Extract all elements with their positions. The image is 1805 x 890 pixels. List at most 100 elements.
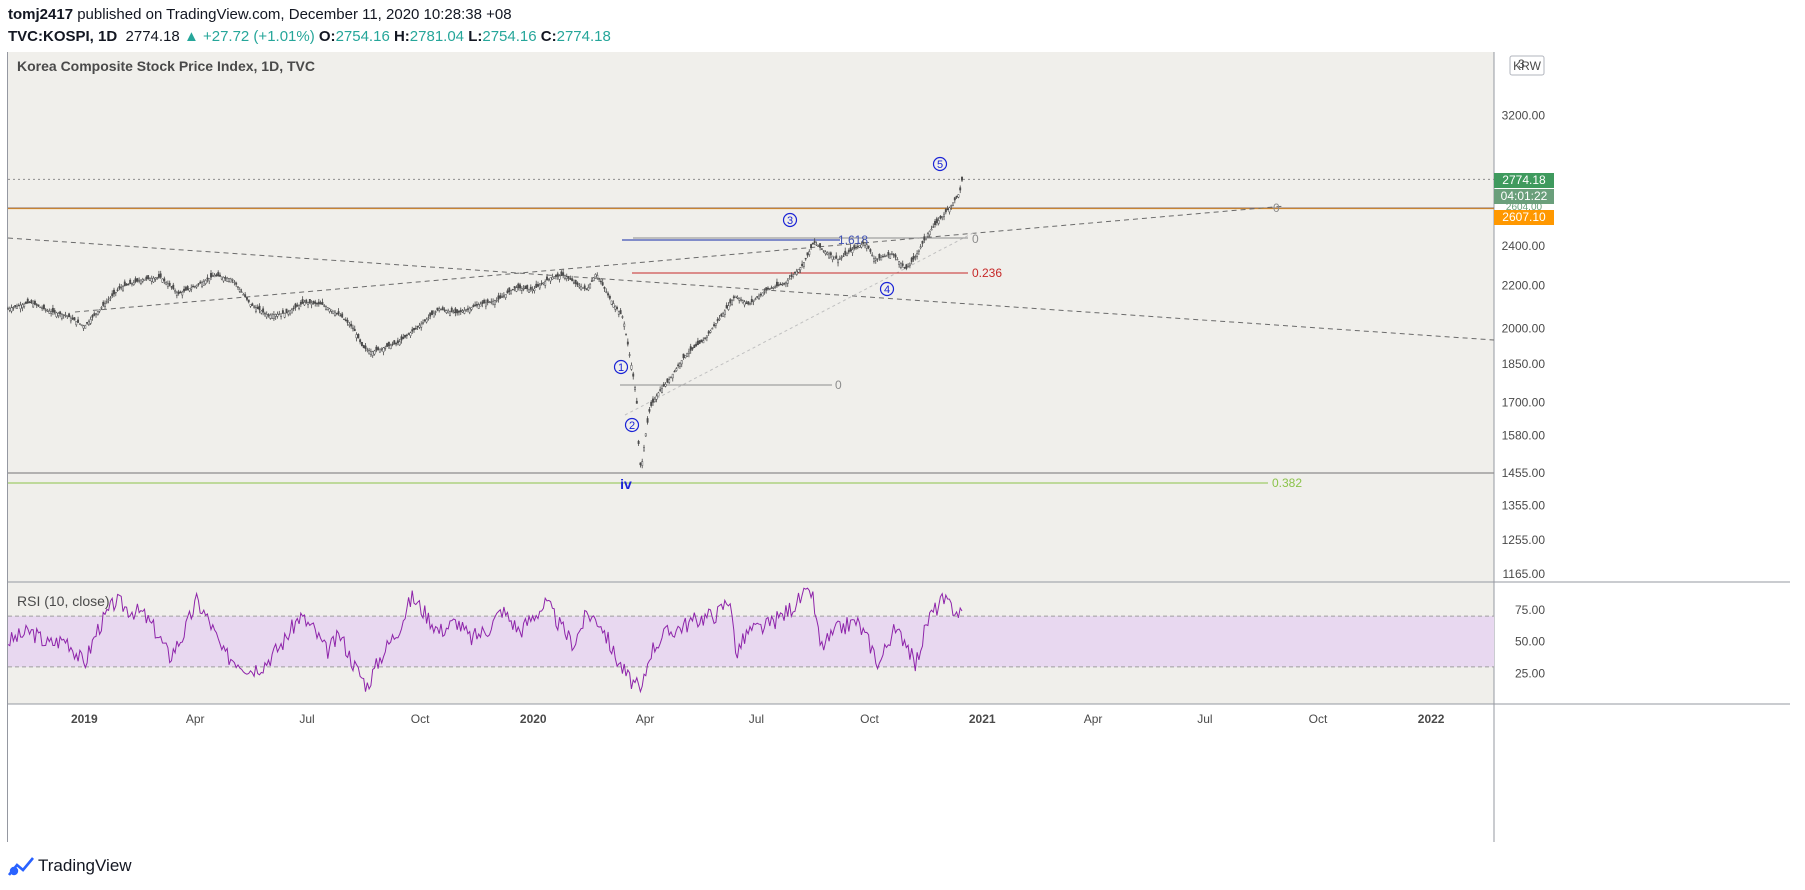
candle <box>95 313 97 315</box>
candle <box>46 310 49 312</box>
countdown-tag[interactable] <box>1494 189 1554 204</box>
trend-line <box>74 205 1286 313</box>
candle <box>357 334 360 339</box>
open-value: 2754.16 <box>335 28 390 45</box>
candle <box>871 254 874 257</box>
candle <box>801 263 804 267</box>
candle <box>741 300 744 304</box>
candle <box>104 303 106 307</box>
candle <box>763 291 766 293</box>
candle <box>707 331 710 334</box>
time-axis[interactable] <box>8 704 1790 842</box>
price-axis[interactable] <box>1494 52 1790 704</box>
candle <box>815 244 818 246</box>
fib-label: 1.618 <box>838 233 868 247</box>
wave-label: 2 <box>629 420 635 432</box>
candle <box>885 255 888 257</box>
candle <box>935 218 938 223</box>
candle <box>37 304 40 307</box>
candle <box>921 240 924 244</box>
candle <box>869 249 872 252</box>
candle <box>691 347 694 350</box>
candle <box>873 258 875 262</box>
candle <box>12 306 15 309</box>
candle <box>533 288 536 292</box>
y-tick-label: 2200.00 <box>1502 278 1546 292</box>
candle <box>360 342 363 346</box>
candle <box>157 274 160 278</box>
x-tick-label: 2020 <box>520 712 547 726</box>
candle <box>738 298 741 301</box>
candle <box>544 281 547 286</box>
candle <box>687 351 690 355</box>
candle <box>373 350 376 355</box>
candle <box>190 287 193 290</box>
publisher-name[interactable]: tomj2417 <box>8 6 74 23</box>
candle <box>25 301 27 304</box>
tradingview-brand[interactable]: TradingView <box>8 855 132 877</box>
candle <box>865 244 868 249</box>
candle <box>519 284 521 289</box>
candle <box>303 302 306 306</box>
candle <box>389 345 392 350</box>
price-pane[interactable] <box>8 52 1494 581</box>
candle <box>799 267 802 271</box>
candle <box>425 319 428 323</box>
high-label: H: <box>393 28 410 45</box>
candle <box>111 293 114 297</box>
currency-label[interactable]: KRW <box>1513 59 1541 73</box>
currency-box[interactable] <box>1509 55 1545 76</box>
wave-label-circle <box>613 359 629 375</box>
candle <box>50 311 53 314</box>
candle <box>87 321 90 325</box>
candle <box>166 283 169 287</box>
candle <box>820 248 823 250</box>
candle <box>777 284 780 286</box>
candle <box>89 319 92 324</box>
candle <box>578 285 581 288</box>
candle <box>833 256 836 260</box>
candle <box>555 274 557 277</box>
candle <box>113 289 115 295</box>
wave-label-circle <box>624 417 640 433</box>
candle <box>407 333 410 335</box>
candle <box>404 334 407 338</box>
candle <box>955 195 958 198</box>
candle <box>734 295 737 298</box>
candle <box>585 288 588 290</box>
candle <box>168 282 171 286</box>
candle <box>488 301 491 304</box>
candle <box>664 384 667 387</box>
candle <box>375 346 378 351</box>
candle <box>242 294 245 296</box>
candle <box>953 197 956 201</box>
candle <box>564 275 566 279</box>
candle <box>646 418 649 423</box>
last-price-tag[interactable] <box>1494 173 1554 188</box>
candle <box>599 280 602 283</box>
alert-price-tag[interactable] <box>1494 210 1554 225</box>
candle <box>890 253 893 255</box>
candle <box>152 277 155 283</box>
candle <box>621 316 624 318</box>
candle <box>229 278 232 283</box>
candle <box>344 319 347 322</box>
candle <box>673 370 676 373</box>
candle <box>292 307 295 310</box>
candle <box>589 283 592 289</box>
candle <box>682 353 685 359</box>
x-tick-label: Jul <box>299 712 314 726</box>
candle <box>298 305 301 309</box>
candle <box>553 276 556 279</box>
candle <box>436 307 439 311</box>
candle <box>811 242 814 245</box>
candle <box>287 311 290 315</box>
candle <box>513 286 516 289</box>
candle <box>226 277 229 282</box>
candle <box>398 341 401 346</box>
candle <box>463 309 466 314</box>
candle <box>754 298 757 300</box>
candle <box>786 280 789 284</box>
wave-label-circle <box>879 281 895 297</box>
